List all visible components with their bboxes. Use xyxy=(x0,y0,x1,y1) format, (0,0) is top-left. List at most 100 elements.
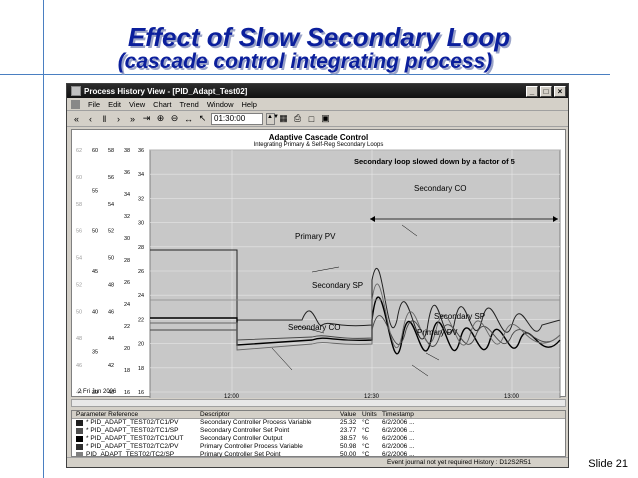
y-axis-tick-label: 42 xyxy=(108,363,114,369)
y-axis-tick-label: 48 xyxy=(76,336,82,342)
row-reference: * PID_ADAPT_TEST02/TC2/PV xyxy=(72,443,200,451)
annotation-secondary-sp-mid: Secondary SP xyxy=(312,281,364,290)
chart-title: Adaptive Cascade Control xyxy=(268,133,369,142)
window-title: Process History View - [PID_Adapt_Test02… xyxy=(84,86,248,96)
y-axis-tick-label: 56 xyxy=(108,175,114,181)
y-axis-tick-label: 34 xyxy=(138,172,144,178)
menu-help[interactable]: Help xyxy=(241,99,257,109)
y-axis-tick-label: 58 xyxy=(76,202,82,208)
cursor-icon[interactable]: ↖ xyxy=(198,113,207,123)
print-icon[interactable]: ⎙ xyxy=(293,113,302,123)
y-axis-tick-label: 54 xyxy=(108,202,114,208)
menu-file[interactable]: File xyxy=(88,99,101,109)
time-span-spinner[interactable]: ▲▼ xyxy=(266,112,279,125)
y-axis-tick-label: 60 xyxy=(92,148,98,154)
process-history-window: Process History View - [PID_Adapt_Test02… xyxy=(66,83,569,468)
y-axis-tick-label: 34 xyxy=(124,192,130,198)
y-axis-tick-label: 28 xyxy=(124,258,130,264)
table-row[interactable]: * PID_ADAPT_TEST02/TC1/OUT Secondary Cont… xyxy=(72,435,565,443)
trend-chart[interactable]: 62 60 58 56 54 52 50 48 46 44 60 55 50 45 40 35 30 58 56 54… xyxy=(71,129,566,398)
app-icon xyxy=(71,86,81,96)
col-parameter-reference[interactable]: Parameter Reference xyxy=(76,410,139,418)
y-axis-tick-label: 52 xyxy=(76,282,82,288)
forward-fast-icon[interactable]: » xyxy=(129,113,135,124)
close-button[interactable]: × xyxy=(554,85,566,97)
y-axis-tick-label: 38 xyxy=(124,148,130,154)
document-icon[interactable] xyxy=(71,99,80,109)
y-axis-tick-label: 32 xyxy=(124,214,130,220)
save-icon[interactable]: ▣ xyxy=(321,113,330,123)
y-axis-tick-label: 30 xyxy=(124,236,130,242)
row-descriptor: Secondary Controller Output xyxy=(200,435,283,442)
row-reference-text: * PID_ADAPT_TEST02/TC2/PV xyxy=(86,443,179,450)
slide-title: Effect of Slow Secondary Loop xyxy=(127,22,511,52)
col-descriptor[interactable]: Descriptor xyxy=(200,411,230,418)
rewind-fast-icon[interactable]: « xyxy=(73,113,79,124)
col-timestamp[interactable]: Timestamp xyxy=(382,411,414,418)
row-timestamp: 6/2/2006 ... xyxy=(382,443,415,450)
row-reference: PID_ADAPT_TEST02/TC2/SP xyxy=(72,451,200,459)
status-bar: Event journal not yet required History :… xyxy=(67,457,568,467)
row-timestamp: 6/2/2006 ... xyxy=(382,435,415,442)
trace-secondary-pv xyxy=(150,283,561,351)
y-axis-tick-label: 62 xyxy=(76,148,82,154)
y-axis-tick-label: 22 xyxy=(138,317,144,323)
y-axis-tick-label: 46 xyxy=(76,363,82,369)
banner-arrow-left-head xyxy=(370,216,375,222)
chart-subtitle: Integrating Primary & Self-Reg Secondary… xyxy=(253,142,384,148)
row-value: 25.32 xyxy=(340,419,357,426)
y-axis-tick-label: 50 xyxy=(92,229,98,235)
y-axis-tick-label: 52 xyxy=(108,229,114,235)
y-axis-tick-label: 54 xyxy=(76,256,82,262)
col-value[interactable]: Value xyxy=(340,411,357,418)
new-icon[interactable]: □ xyxy=(308,113,315,124)
leader-primary-pv-right xyxy=(411,364,429,377)
zoom-in-icon[interactable]: ⊕ xyxy=(156,113,165,123)
table-row[interactable]: * PID_ADAPT_TEST02/TC2/PV Primary Control… xyxy=(72,443,565,451)
annotation-secondary-sp-right: Secondary SP xyxy=(434,312,486,321)
plot-area xyxy=(149,149,561,398)
y-axis-tick-label: 20 xyxy=(138,342,144,348)
col-units[interactable]: Units xyxy=(362,411,377,418)
pan-icon[interactable]: ↔ xyxy=(184,113,193,124)
end-icon[interactable]: ⇥ xyxy=(142,113,151,123)
y-axis-tick-label: 40 xyxy=(92,309,98,315)
menu-window[interactable]: Window xyxy=(206,99,234,109)
slide-subtitle: (cascade control integrating process) xyxy=(117,50,493,73)
y-axis-tick-label: 50 xyxy=(108,256,114,262)
y-axis-tick-label: 26 xyxy=(138,269,144,275)
menu-bar: File Edit View Chart Trend Window Help xyxy=(67,98,568,111)
y-axis-tick-label: 48 xyxy=(108,282,114,288)
slide-number: Slide 21 xyxy=(588,458,628,470)
x-axis-tick-label: 12:00 xyxy=(224,394,240,398)
y-axis-tick-label: 60 xyxy=(76,175,82,181)
row-timestamp: 6/2/2006 ... xyxy=(382,427,415,434)
table-row[interactable]: PID_ADAPT_TEST02/TC2/SP Primary Controlle… xyxy=(72,451,565,459)
table-row[interactable]: * PID_ADAPT_TEST02/TC1/PV Secondary Contr… xyxy=(72,419,565,427)
annotation-primary-pv-right: Primary PV xyxy=(417,328,458,337)
menu-chart[interactable]: Chart xyxy=(153,99,172,109)
table-row[interactable]: * PID_ADAPT_TEST02/TC1/SP Secondary Contr… xyxy=(72,427,565,435)
row-reference-text: PID_ADAPT_TEST02/TC2/SP xyxy=(86,451,175,458)
slide-vertical-rule xyxy=(43,0,44,478)
pause-icon[interactable]: ‖ xyxy=(102,113,107,124)
y-axis-tick-label: 58 xyxy=(108,148,114,154)
row-units: °C xyxy=(362,419,370,426)
chart-icon[interactable]: ▦ xyxy=(279,113,288,123)
row-reference-text: * PID_ADAPT_TEST02/TC1/PV xyxy=(86,419,179,426)
y-axis-tick-label: 32 xyxy=(138,196,144,202)
maximize-button[interactable]: □ xyxy=(540,85,552,97)
menu-view[interactable]: View xyxy=(129,99,146,109)
menu-edit[interactable]: Edit xyxy=(108,99,122,109)
zoom-out-icon[interactable]: ⊖ xyxy=(170,113,179,123)
y-axis-tick-label: 28 xyxy=(138,245,144,251)
trace-color-swatch xyxy=(76,444,83,450)
menu-trend[interactable]: Trend xyxy=(179,99,199,109)
minimize-button[interactable]: _ xyxy=(526,85,538,97)
forward-icon[interactable]: › xyxy=(117,113,120,124)
time-span-input[interactable]: 01:30:00 xyxy=(211,112,263,125)
rewind-icon[interactable]: ‹ xyxy=(89,113,92,124)
y-axis-tick-label: 35 xyxy=(92,350,98,356)
y-axis-tick-label: 46 xyxy=(108,309,114,315)
horizontal-scrollbar[interactable] xyxy=(71,399,566,407)
